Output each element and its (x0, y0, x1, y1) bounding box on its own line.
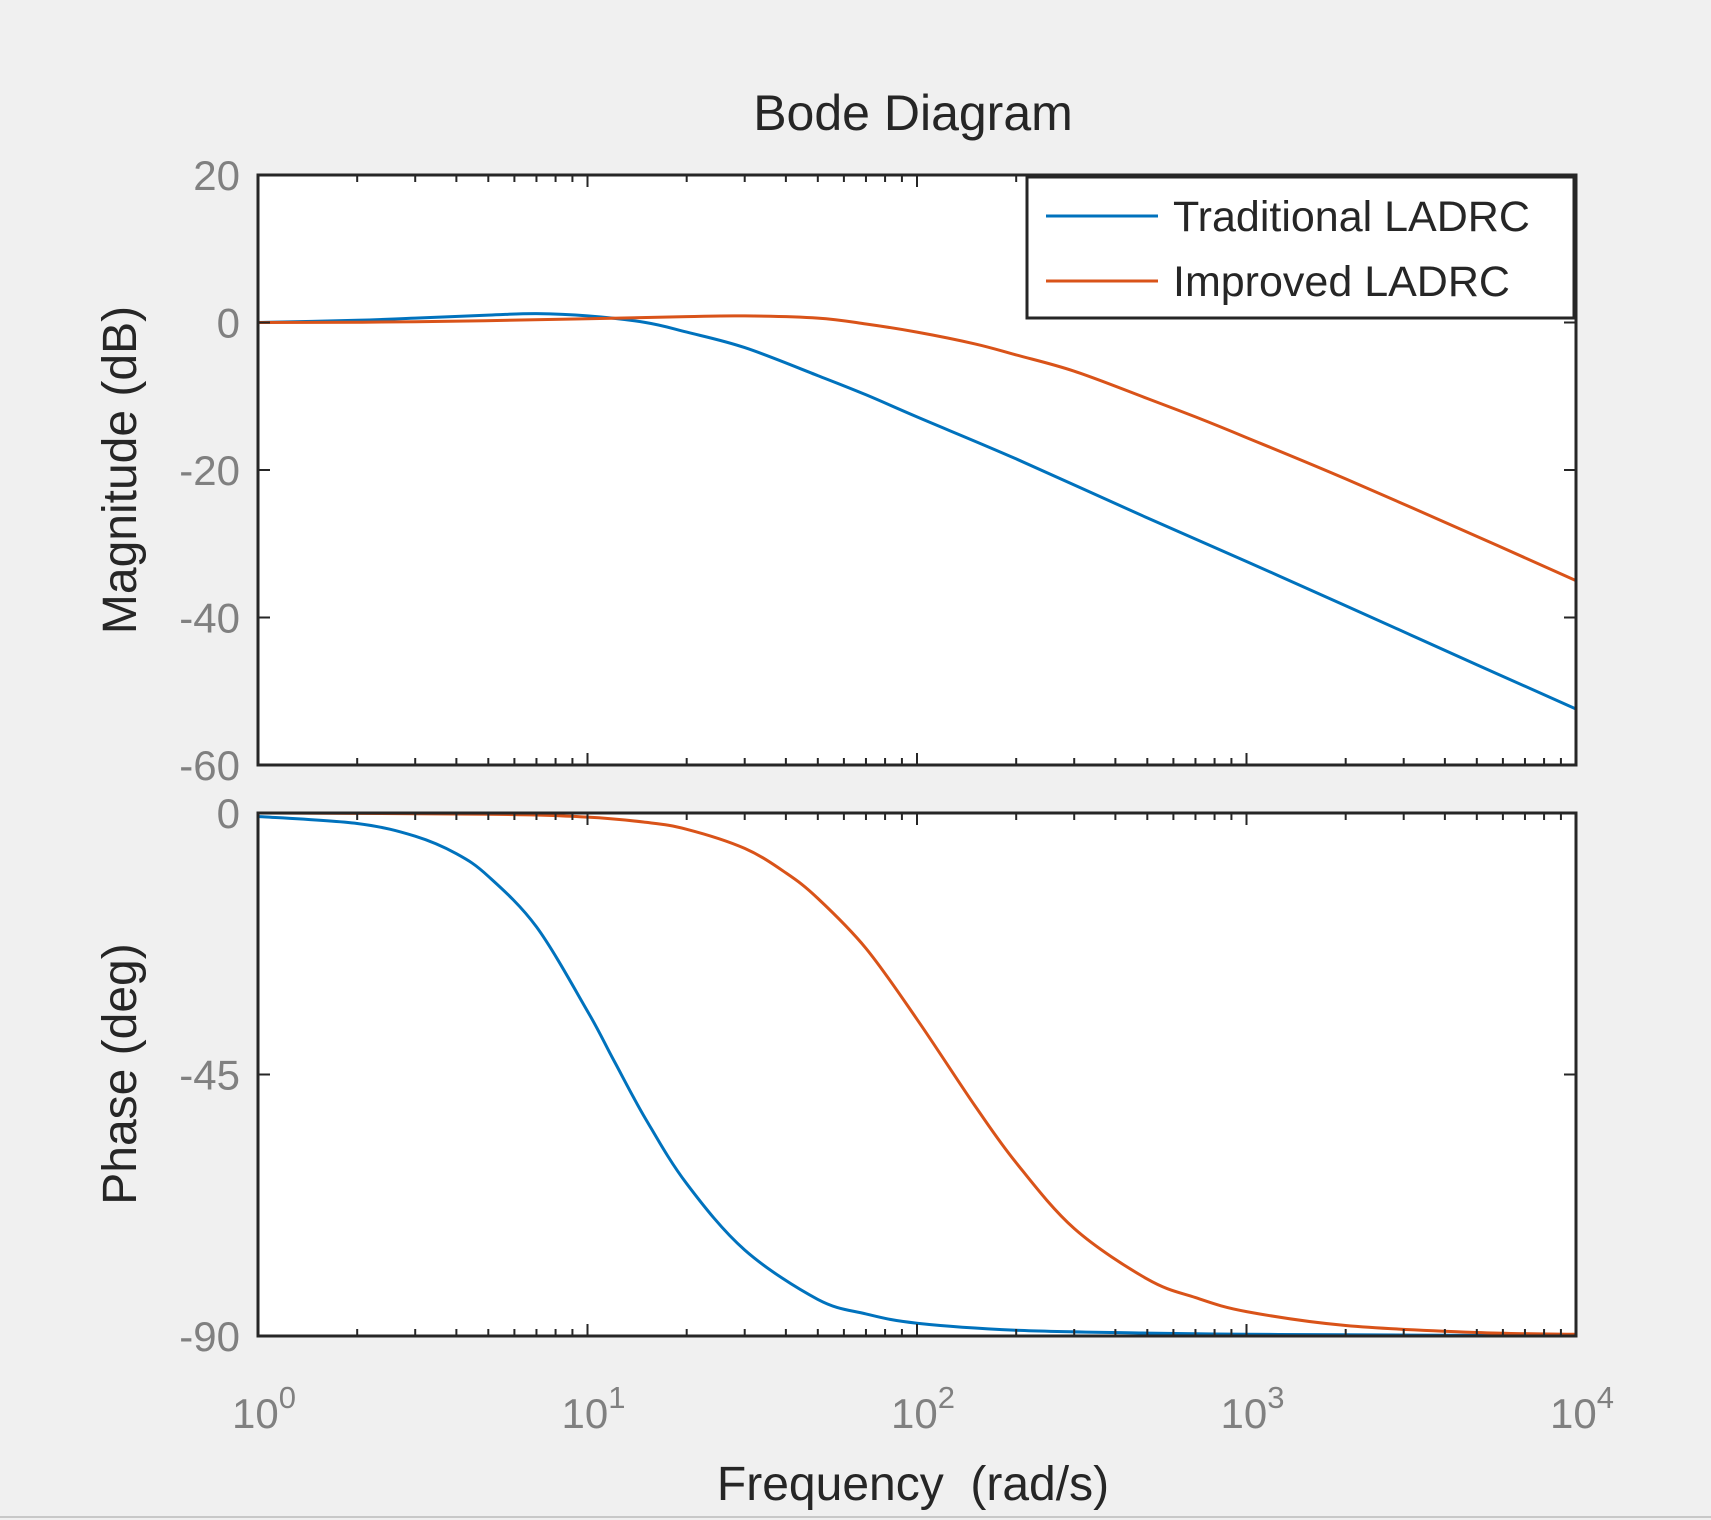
phase-curves (257, 811, 1577, 1338)
x-tick-label: 104 (1550, 1380, 1614, 1437)
magnitude-series-traditional (257, 312, 1577, 711)
magnitude-y-tick-label: 20 (193, 152, 240, 199)
chart-title: Bode Diagram (753, 85, 1073, 141)
phase-y-tick-label: -45 (179, 1052, 240, 1099)
x-tick-label-base: 10 (562, 1390, 609, 1437)
x-tick-label-base: 10 (1550, 1390, 1597, 1437)
x-tick-label: 100 (232, 1380, 296, 1437)
legend: Traditional LADRC Improved LADRC (1025, 175, 1576, 320)
phase-series-improved (257, 811, 1577, 1336)
x-tick-label-exponent: 2 (938, 1380, 955, 1415)
magnitude-series-improved (257, 314, 1577, 582)
phase-y-tick-labels: 0 -45 -90 (179, 790, 240, 1360)
legend-label-traditional: Traditional LADRC (1173, 193, 1530, 241)
x-tick-label-base: 10 (891, 1390, 938, 1437)
x-tick-label-exponent: 0 (279, 1380, 296, 1415)
x-tick-label-exponent: 1 (608, 1380, 625, 1415)
phase-y-tick-label: -90 (179, 1313, 240, 1360)
x-tick-label: 102 (891, 1380, 955, 1437)
x-tick-label-base: 10 (1221, 1390, 1268, 1437)
phase-series-traditional (257, 815, 1577, 1338)
magnitude-y-tick-label: -60 (179, 742, 240, 789)
magnitude-y-tick-label: -20 (179, 447, 240, 494)
magnitude-panel: 20 0 -20 -40 -60 Magnitude (dB) Traditional … (94, 152, 1578, 789)
x-tick-labels: 100 101 102 103 104 (232, 1380, 1614, 1437)
phase-panel: 0 -45 -90 Phase (deg) (94, 790, 1578, 1360)
magnitude-y-tick-label: 0 (217, 300, 240, 347)
x-tick-label-exponent: 4 (1597, 1380, 1614, 1415)
magnitude-y-tick-labels: 20 0 -20 -40 -60 (179, 152, 240, 789)
legend-box (1025, 175, 1576, 320)
phase-axes-background (258, 813, 1576, 1336)
magnitude-y-axis-label: Magnitude (dB) (94, 306, 147, 634)
phase-axes-frame (256, 811, 1578, 1338)
x-tick-label: 101 (562, 1380, 626, 1437)
magnitude-y-tick-label: -40 (179, 595, 240, 642)
phase-y-axis-label: Phase (deg) (94, 943, 147, 1205)
x-tick-label-base: 10 (232, 1390, 279, 1437)
x-axis-label: Frequency (rad/s) (717, 1458, 1109, 1511)
phase-y-tick-label: 0 (217, 790, 240, 837)
x-tick-label: 103 (1221, 1380, 1285, 1437)
x-tick-label-exponent: 3 (1267, 1380, 1284, 1415)
magnitude-curves (257, 312, 1577, 711)
legend-label-improved: Improved LADRC (1173, 258, 1510, 306)
magnitude-axes-frame (256, 173, 1578, 767)
